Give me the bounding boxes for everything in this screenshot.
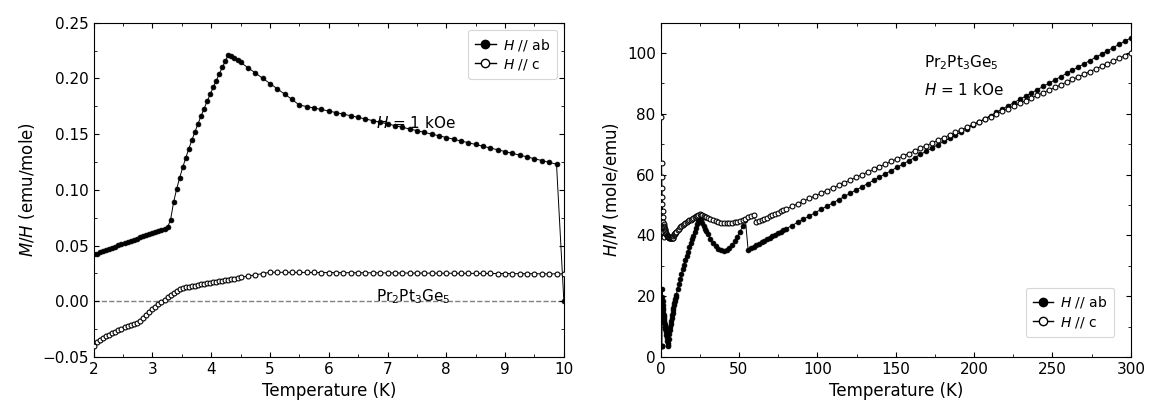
Text: Pr$_2$Pt$_3$Ge$_5$: Pr$_2$Pt$_3$Ge$_5$ bbox=[924, 53, 998, 72]
Legend: $H$ // ab, $H$ // c: $H$ // ab, $H$ // c bbox=[1026, 288, 1114, 337]
Y-axis label: $H$/$M$ (mole/emu): $H$/$M$ (mole/emu) bbox=[601, 122, 622, 257]
Y-axis label: $M$/$H$ (emu/mole): $M$/$H$ (emu/mole) bbox=[16, 122, 37, 257]
Legend: $H$ // ab, $H$ // c: $H$ // ab, $H$ // c bbox=[468, 30, 557, 79]
Text: $H$ = 1 kOe: $H$ = 1 kOe bbox=[375, 115, 456, 131]
X-axis label: Temperature (K): Temperature (K) bbox=[261, 382, 396, 400]
Text: Pr$_2$Pt$_3$Ge$_5$: Pr$_2$Pt$_3$Ge$_5$ bbox=[375, 287, 451, 306]
X-axis label: Temperature (K): Temperature (K) bbox=[829, 382, 963, 400]
Text: $H$ = 1 kOe: $H$ = 1 kOe bbox=[924, 81, 1004, 98]
